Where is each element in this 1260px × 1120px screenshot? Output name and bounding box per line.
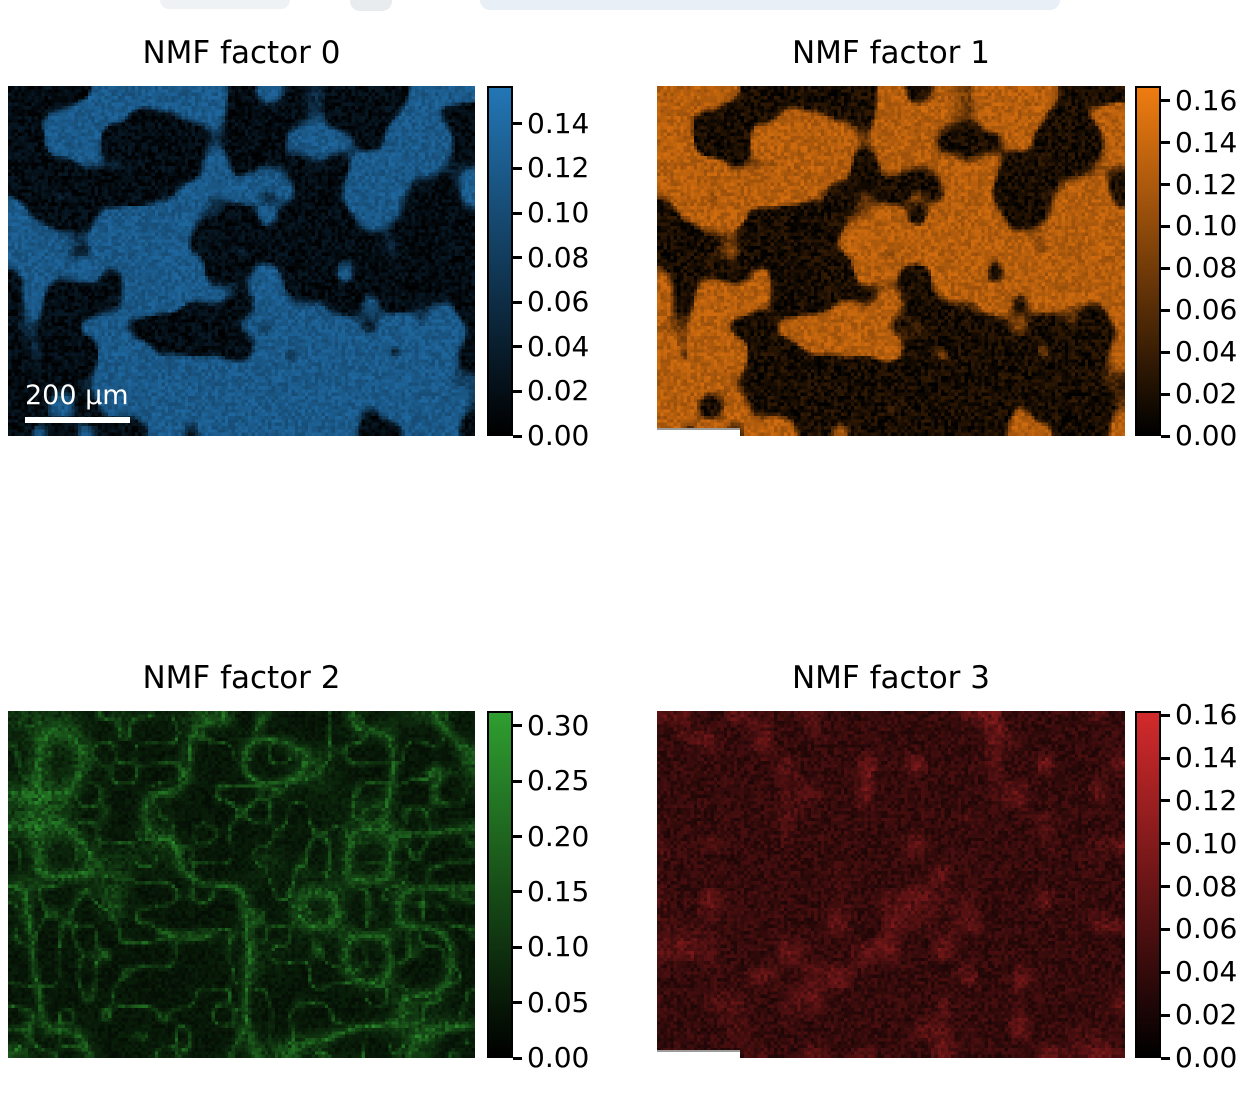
- colorbar-tick: [513, 345, 522, 349]
- colorbar-tick: [1161, 1013, 1170, 1017]
- colorbar-tick-label: 0.05: [527, 985, 590, 1019]
- colorbar-tick-label: 0.30: [527, 708, 590, 742]
- factor-1-colorbar: [1135, 86, 1161, 436]
- colorbar-tick-label: 0.20: [527, 819, 590, 853]
- factor-2-heatmap: [8, 711, 475, 1058]
- colorbar-tick-label: 0.15: [527, 874, 590, 908]
- colorbar-tick-label: 0.12: [1175, 783, 1238, 817]
- colorbar-tick-label: 0.25: [527, 764, 590, 798]
- colorbar-tick: [513, 724, 522, 728]
- factor-3-heatmap: [657, 711, 1125, 1058]
- factor-2-heatmap-canvas: [8, 711, 475, 1058]
- scalebar-label: 200 μm: [25, 380, 129, 411]
- colorbar-tick: [513, 1056, 522, 1060]
- colorbar-tick: [513, 434, 522, 438]
- colorbar-tick: [1161, 799, 1170, 803]
- factor-1-heatmap: [657, 86, 1125, 436]
- colorbar-tick-label: 0.08: [1175, 251, 1238, 285]
- watermark-shape: [480, 0, 1060, 10]
- colorbar-tick: [1161, 885, 1170, 889]
- colorbar-tick-label: 0.00: [1175, 1041, 1238, 1074]
- colorbar-tick: [513, 300, 522, 304]
- panel-3-title: NMF factor 3: [791, 660, 991, 696]
- colorbar-tick-label: 0.06: [1175, 912, 1238, 946]
- colorbar-tick-label: 0.00: [1175, 419, 1238, 452]
- colorbar-tick-label: 0.02: [1175, 377, 1238, 411]
- colorbar-tick-label: 0.14: [527, 106, 590, 140]
- colorbar-tick: [1161, 224, 1170, 228]
- colorbar-tick-label: 0.06: [527, 285, 590, 319]
- colorbar-tick: [1161, 266, 1170, 270]
- colorbar-tick: [513, 166, 522, 170]
- image-edge-artifact: [657, 1050, 740, 1058]
- colorbar-tick: [1161, 392, 1170, 396]
- colorbar-tick: [513, 211, 522, 215]
- colorbar-tick: [1161, 842, 1170, 846]
- colorbar-tick-label: 0.14: [1175, 741, 1238, 775]
- colorbar-tick: [1161, 141, 1170, 145]
- colorbar-tick: [513, 122, 522, 126]
- factor-3-heatmap-canvas: [657, 711, 1125, 1058]
- colorbar-tick-label: 0.10: [527, 930, 590, 964]
- colorbar-tick: [1161, 756, 1170, 760]
- panel-0-title: NMF factor 0: [142, 35, 341, 71]
- colorbar-tick-label: 0.04: [1175, 955, 1238, 989]
- colorbar-tick-label: 0.04: [527, 329, 590, 363]
- colorbar-tick: [1161, 434, 1170, 438]
- colorbar-tick: [513, 779, 522, 783]
- colorbar-tick-label: 0.16: [1175, 698, 1238, 732]
- colorbar-tick: [1161, 1056, 1170, 1060]
- panel-2-title: NMF factor 2: [142, 660, 341, 696]
- watermark-shape: [160, 0, 290, 9]
- colorbar-tick: [513, 1001, 522, 1005]
- factor-1-heatmap-canvas: [657, 86, 1125, 436]
- colorbar-tick: [1161, 927, 1170, 931]
- colorbar-tick-label: 0.08: [1175, 869, 1238, 903]
- image-edge-artifact: [657, 428, 740, 436]
- colorbar-tick: [513, 835, 522, 839]
- colorbar-tick: [513, 890, 522, 894]
- colorbar-tick-label: 0.02: [1175, 998, 1238, 1032]
- colorbar-tick-label: 0.10: [1175, 826, 1238, 860]
- factor-3-colorbar: [1135, 711, 1161, 1058]
- panel-1-title: NMF factor 1: [791, 35, 991, 71]
- watermark-shape: [350, 0, 392, 11]
- colorbar-tick: [513, 945, 522, 949]
- colorbar-tick: [1161, 350, 1170, 354]
- colorbar-tick-label: 0.12: [1175, 167, 1238, 201]
- factor-2-colorbar: [487, 711, 513, 1058]
- factor-0-heatmap-canvas: [8, 86, 475, 436]
- colorbar-tick: [1161, 183, 1170, 186]
- colorbar-tick-label: 0.14: [1175, 125, 1238, 159]
- colorbar-tick-label: 0.00: [527, 419, 590, 452]
- colorbar-tick: [513, 389, 522, 393]
- colorbar-tick: [1161, 308, 1170, 312]
- colorbar-tick: [513, 256, 522, 260]
- factor-0-colorbar: [487, 86, 513, 436]
- scalebar-bar: [25, 417, 130, 423]
- colorbar-tick: [1161, 99, 1170, 103]
- colorbar-tick: [1161, 970, 1170, 974]
- factor-0-heatmap: 200 μm: [8, 86, 475, 436]
- colorbar-tick-label: 0.10: [1175, 209, 1238, 243]
- colorbar-tick-label: 0.16: [1175, 83, 1238, 117]
- colorbar-tick: [1161, 713, 1170, 717]
- colorbar-tick-label: 0.02: [527, 374, 590, 408]
- colorbar-tick-label: 0.06: [1175, 293, 1238, 327]
- colorbar-tick-label: 0.12: [527, 151, 590, 185]
- colorbar-tick-label: 0.10: [527, 196, 590, 230]
- colorbar-tick-label: 0.00: [527, 1041, 590, 1074]
- colorbar-tick-label: 0.04: [1175, 335, 1238, 369]
- colorbar-tick-label: 0.08: [527, 240, 590, 274]
